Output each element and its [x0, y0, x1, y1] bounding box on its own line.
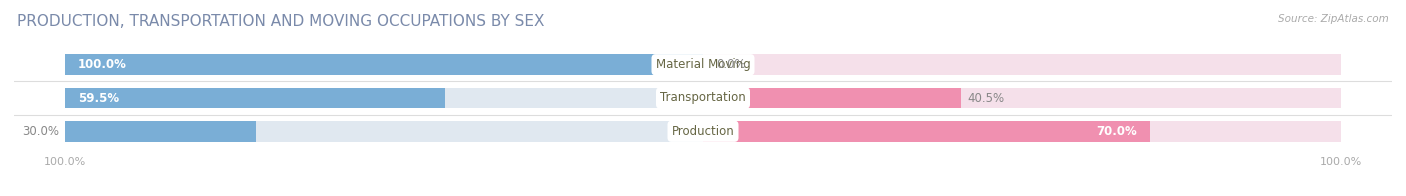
Text: PRODUCTION, TRANSPORTATION AND MOVING OCCUPATIONS BY SEX: PRODUCTION, TRANSPORTATION AND MOVING OC… [17, 14, 544, 29]
Text: 100.0%: 100.0% [77, 58, 127, 71]
Text: 40.5%: 40.5% [967, 92, 1005, 104]
Text: 0.0%: 0.0% [716, 58, 745, 71]
Text: Material Moving: Material Moving [655, 58, 751, 71]
Text: 70.0%: 70.0% [1097, 125, 1137, 138]
Bar [65, 54, 703, 75]
Text: Source: ZipAtlas.com: Source: ZipAtlas.com [1278, 14, 1389, 24]
Bar [703, 121, 1150, 142]
Bar [703, 121, 1341, 142]
Text: Transportation: Transportation [661, 92, 745, 104]
Bar [703, 88, 962, 108]
Bar [65, 54, 703, 75]
Bar [65, 121, 703, 142]
Bar [65, 88, 444, 108]
Bar [65, 88, 703, 108]
Bar [703, 54, 1341, 75]
Text: Production: Production [672, 125, 734, 138]
Bar [65, 121, 256, 142]
Bar [703, 88, 1341, 108]
Text: 30.0%: 30.0% [21, 125, 59, 138]
Text: 59.5%: 59.5% [77, 92, 120, 104]
